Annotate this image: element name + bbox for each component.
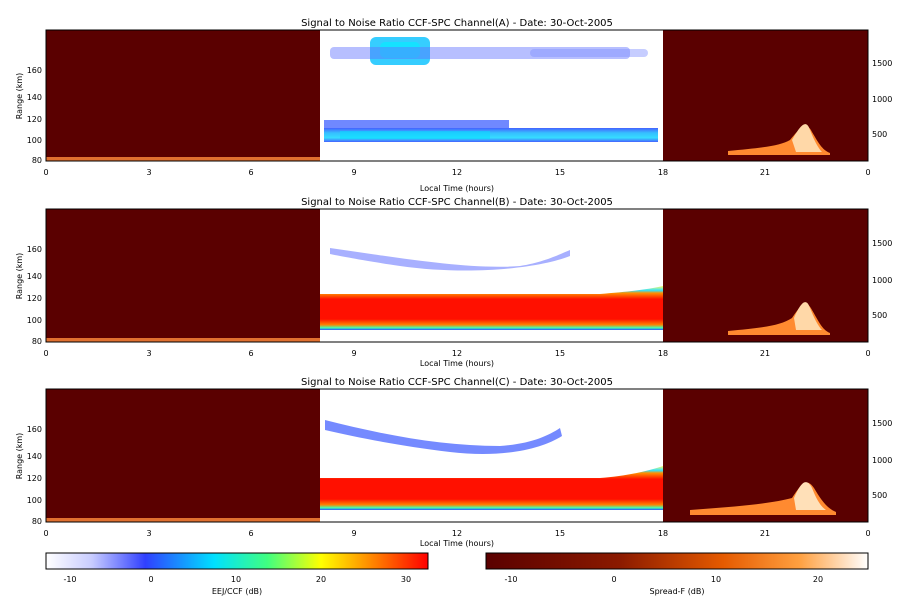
x-tick-label: 21	[760, 168, 770, 177]
y-tick-label: 160	[27, 66, 42, 75]
x-tick-label: 9	[351, 349, 356, 358]
panel-c: Signal to Noise Ratio CCF-SPC Channel(C)…	[15, 377, 892, 548]
panel-a-y-right-ticks: 500 1000 1500	[872, 59, 892, 139]
panel-b-spread-f	[46, 302, 830, 342]
y-tick-label: 100	[27, 136, 42, 145]
colorbar-eej-tick: -10	[63, 575, 76, 584]
x-tick-label: 0	[43, 168, 48, 177]
panel-c-y-right-ticks: 500 1000 1500	[872, 419, 892, 500]
colorbar-eej-tick: 0	[148, 575, 153, 584]
panel-b-x-ticks: 0 3 6 9 12 15 18 21 0	[43, 349, 870, 358]
colorbar-spread-f-label: Spread-F (dB)	[649, 587, 704, 596]
panel-a-ylabel: Range (km)	[15, 73, 24, 120]
colorbar-eej-tick: 30	[401, 575, 411, 584]
panel-c-x-ticks: 0 3 6 9 12 15 18 21 0	[43, 529, 870, 538]
x-tick-label: 3	[146, 168, 151, 177]
panel-c-ylabel: Range (km)	[15, 433, 24, 480]
x-tick-label: 9	[351, 529, 356, 538]
x-tick-label: 21	[760, 349, 770, 358]
colorbar-spread-f-tick: 0	[611, 575, 616, 584]
panel-c-title: Signal to Noise Ratio CCF-SPC Channel(C)…	[301, 377, 613, 388]
panel-a-spread-f	[46, 124, 830, 161]
y-right-tick-label: 500	[872, 491, 887, 500]
x-tick-label: 18	[658, 168, 668, 177]
panel-a-title: Signal to Noise Ratio CCF-SPC Channel(A)…	[301, 18, 613, 29]
panel-c-xlabel: Local Time (hours)	[420, 539, 494, 548]
y-right-tick-label: 1500	[872, 419, 892, 428]
panel-a-y-ticks: 80 100 120 140 160	[27, 66, 42, 165]
y-right-tick-label: 1000	[872, 456, 892, 465]
x-tick-label: 0	[865, 168, 870, 177]
colorbar-eej-label: EEJ/CCF (dB)	[212, 587, 262, 596]
x-tick-label: 12	[452, 349, 462, 358]
x-tick-label: 12	[452, 168, 462, 177]
panel-a-xlabel: Local Time (hours)	[420, 184, 494, 193]
x-tick-label: 3	[146, 349, 151, 358]
x-tick-label: 12	[452, 529, 462, 538]
panel-c-y-ticks: 80 100 120 140 160	[27, 425, 42, 526]
y-tick-label: 100	[27, 496, 42, 505]
x-tick-label: 0	[865, 529, 870, 538]
panel-c-night-left	[46, 389, 320, 522]
x-tick-label: 15	[555, 529, 565, 538]
x-tick-label: 18	[658, 529, 668, 538]
colorbar-spread-f-tick: 20	[813, 575, 823, 584]
x-tick-label: 6	[248, 529, 253, 538]
x-tick-label: 6	[248, 168, 253, 177]
y-right-tick-label: 1000	[872, 95, 892, 104]
colorbar-eej-tick: 10	[231, 575, 241, 584]
panel-c-spread-f	[46, 482, 836, 522]
x-tick-label: 3	[146, 529, 151, 538]
y-tick-label: 120	[27, 294, 42, 303]
x-tick-label: 9	[351, 168, 356, 177]
x-tick-label: 0	[43, 349, 48, 358]
panel-c-echoes	[320, 420, 663, 510]
panel-a-x-ticks: 0 3 6 9 12 15 18 21 0	[43, 168, 870, 177]
panel-c-night-right	[663, 389, 868, 522]
x-tick-label: 21	[760, 529, 770, 538]
x-tick-label: 18	[658, 349, 668, 358]
panel-b-echoes	[320, 248, 663, 330]
colorbar-eej: -10 0 10 20 30 EEJ/CCF (dB)	[45, 552, 429, 596]
y-tick-label: 80	[32, 156, 42, 165]
y-tick-label: 140	[27, 272, 42, 281]
x-tick-label: 15	[555, 168, 565, 177]
panel-b-title: Signal to Noise Ratio CCF-SPC Channel(B)…	[301, 197, 613, 208]
panel-b-y-right-ticks: 500 1000 1500	[872, 239, 892, 320]
panel-a-night-right	[663, 30, 868, 161]
x-tick-label: 6	[248, 349, 253, 358]
x-tick-label: 0	[865, 349, 870, 358]
panel-a: Signal to Noise Ratio CCF-SPC Channel(A)…	[15, 18, 892, 193]
colorbar-eej-tick: 20	[316, 575, 326, 584]
panel-b: Signal to Noise Ratio CCF-SPC Channel(B)…	[15, 197, 892, 368]
y-right-tick-label: 1500	[872, 59, 892, 68]
panel-b-night-left	[46, 209, 320, 342]
panel-a-night-left	[46, 30, 320, 161]
y-tick-label: 160	[27, 425, 42, 434]
y-tick-label: 120	[27, 115, 42, 124]
y-tick-label: 100	[27, 316, 42, 325]
panel-a-echoes	[324, 37, 658, 142]
y-tick-label: 80	[32, 517, 42, 526]
x-tick-label: 0	[43, 529, 48, 538]
colorbar-spread-f-tick: 10	[711, 575, 721, 584]
panel-b-ylabel: Range (km)	[15, 253, 24, 300]
colorbar-spread-f-tick: -10	[504, 575, 517, 584]
y-tick-label: 80	[32, 337, 42, 346]
y-tick-label: 140	[27, 452, 42, 461]
y-right-tick-label: 500	[872, 311, 887, 320]
y-tick-label: 160	[27, 245, 42, 254]
colorbar-spread-f: -10 0 10 20 Spread-F (dB)	[485, 552, 869, 596]
panel-b-night-right	[663, 209, 868, 342]
y-right-tick-label: 1500	[872, 239, 892, 248]
panel-b-y-ticks: 80 100 120 140 160	[27, 245, 42, 346]
x-tick-label: 15	[555, 349, 565, 358]
y-right-tick-label: 500	[872, 130, 887, 139]
panel-b-xlabel: Local Time (hours)	[420, 359, 494, 368]
y-tick-label: 140	[27, 93, 42, 102]
y-right-tick-label: 1000	[872, 276, 892, 285]
y-tick-label: 120	[27, 474, 42, 483]
